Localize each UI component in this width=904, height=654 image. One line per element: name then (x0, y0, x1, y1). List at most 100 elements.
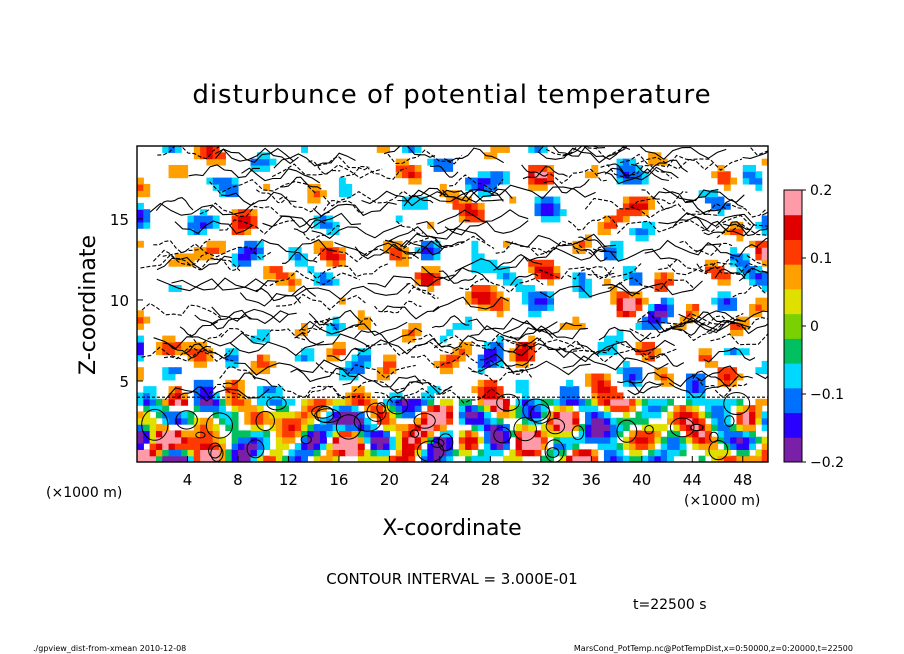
contour-line (574, 247, 608, 262)
heatmap-cell (313, 443, 321, 450)
heatmap-cell (742, 171, 750, 179)
contour-line (416, 219, 470, 235)
heatmap-cell (635, 177, 643, 185)
x-tick-label: 48 (733, 471, 752, 489)
heatmap-cell (521, 443, 529, 450)
heatmap-cell (332, 221, 340, 229)
heatmap-cell (648, 455, 656, 462)
heatmap-cell (528, 405, 536, 413)
heatmap-cell (193, 386, 201, 394)
heatmap-cell (704, 436, 712, 444)
heatmap-cell (723, 304, 731, 311)
contour-line (440, 335, 487, 349)
heatmap-cell (622, 411, 630, 419)
contour-line (381, 305, 440, 320)
heatmap-cell (357, 392, 365, 400)
heatmap-cell (458, 209, 466, 217)
heatmap-cell (502, 430, 510, 438)
heatmap-cell (237, 398, 245, 406)
heatmap-cell (761, 436, 768, 444)
heatmap-cell (414, 424, 422, 431)
heatmap-cell (711, 196, 719, 204)
heatmap-cell (528, 310, 536, 318)
heatmap-cell (206, 354, 214, 362)
heatmap-cell (610, 443, 618, 450)
heatmap-cell (288, 398, 296, 406)
heatmap-cell (275, 272, 283, 280)
heatmap-cell (244, 411, 252, 419)
heatmap-cell (723, 297, 731, 305)
heatmap-cell (502, 398, 510, 406)
heatmap-cell (591, 373, 599, 381)
heatmap-cell (338, 322, 346, 330)
heatmap-cell (578, 272, 586, 280)
contour-line (539, 282, 640, 299)
heatmap-cell (282, 424, 290, 431)
heatmap-cell (692, 304, 700, 311)
heatmap-cell (717, 164, 725, 172)
heatmap-cell (307, 405, 315, 413)
heatmap-cell (484, 297, 491, 305)
heatmap-cell (742, 449, 750, 457)
heatmap-cell (496, 177, 504, 185)
heatmap-cell (237, 430, 245, 438)
heatmap-cell (736, 411, 744, 419)
heatmap-cell (181, 341, 189, 349)
heatmap-cell (357, 310, 365, 318)
heatmap-cell (219, 190, 226, 198)
heatmap-cell (761, 443, 768, 450)
heatmap-cell (635, 367, 643, 375)
heatmap-cell (736, 455, 744, 462)
contour-line (388, 226, 486, 243)
heatmap-cell (326, 278, 334, 286)
heatmap-cell (484, 285, 491, 292)
heatmap-cell (256, 398, 264, 406)
heatmap-cell (610, 455, 618, 462)
heatmap-cell (610, 348, 618, 356)
heatmap-cell (420, 455, 428, 462)
heatmap-cell (351, 360, 359, 368)
heatmap-cell (275, 455, 283, 462)
heatmap-cell (711, 360, 719, 368)
heatmap-cell (742, 443, 750, 450)
heatmap-cell (547, 266, 555, 273)
heatmap-cell (345, 449, 353, 457)
heatmap-cell (515, 278, 523, 286)
heatmap-cell (414, 322, 422, 330)
heatmap-cell (471, 259, 479, 267)
heatmap-cell (237, 247, 245, 255)
heatmap-cell (244, 209, 252, 217)
heatmap-cell (326, 411, 334, 419)
heatmap-cell (654, 411, 662, 419)
heatmap-cell (490, 146, 498, 153)
heatmap-cell (477, 266, 485, 273)
heatmap-cell (319, 190, 327, 198)
heatmap-cell (641, 202, 649, 210)
heatmap-cell (301, 398, 308, 406)
contour-line (658, 212, 755, 227)
heatmap-cell (263, 272, 271, 280)
heatmap-cell (307, 266, 315, 273)
heatmap-cell (206, 386, 214, 394)
contour-line (449, 174, 504, 192)
heatmap-cell (496, 392, 504, 400)
heatmap-cell (471, 297, 479, 305)
heatmap-cell (301, 253, 308, 261)
heatmap-cell (622, 405, 630, 413)
heatmap-cell (338, 449, 346, 457)
contour-loop (724, 415, 735, 427)
heatmap-cell (244, 405, 252, 413)
heatmap-cell (155, 405, 163, 413)
heatmap-cell (723, 278, 731, 286)
heatmap-cell (667, 449, 674, 457)
heatmap-cell (376, 405, 384, 413)
heatmap-cell (761, 297, 768, 305)
heatmap-cell (137, 443, 144, 450)
heatmap-cell (338, 177, 346, 185)
heatmap-cell (616, 329, 624, 337)
heatmap-cell (408, 329, 416, 337)
contour-line (668, 382, 732, 398)
contour-line (429, 165, 459, 178)
heatmap-cell (641, 177, 649, 185)
heatmap-cell (446, 405, 454, 413)
